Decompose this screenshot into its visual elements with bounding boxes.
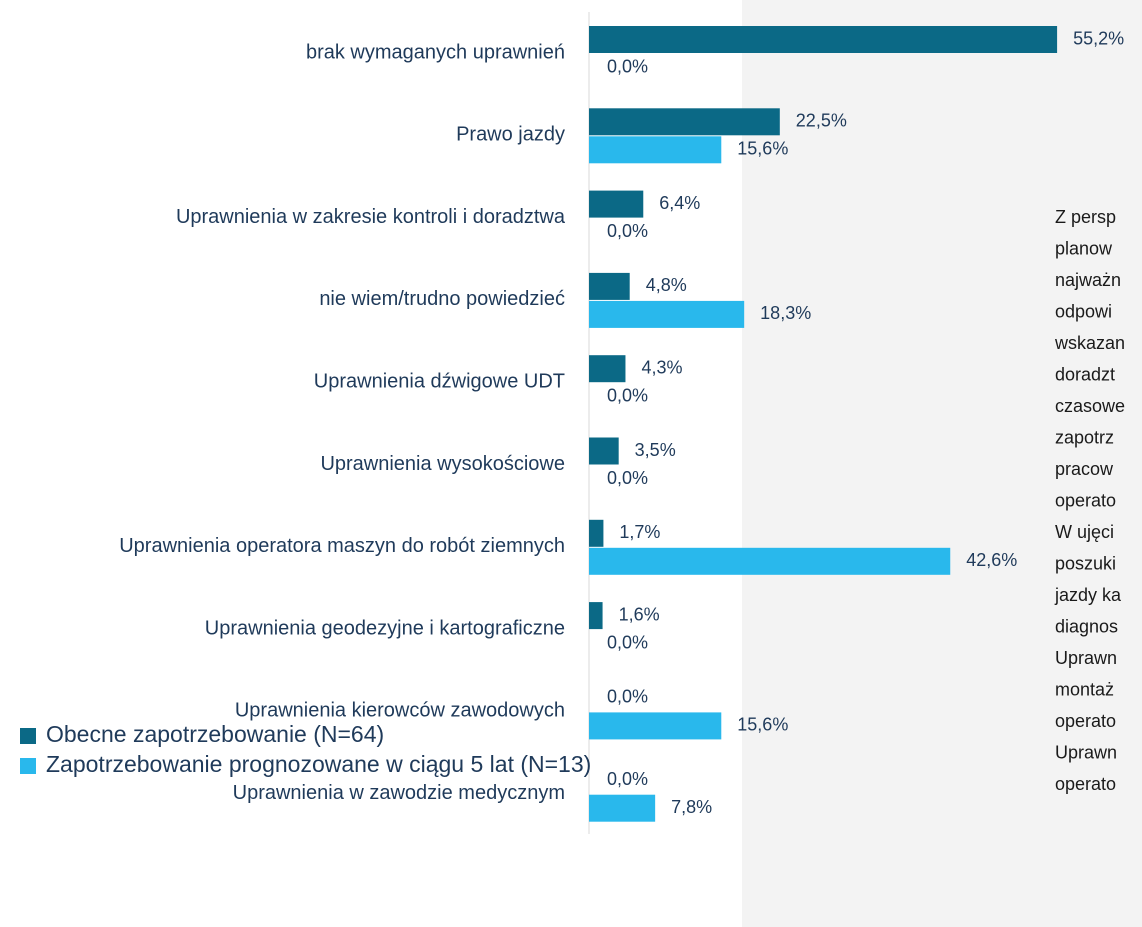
value-label: 7,8% (671, 797, 712, 817)
annotation-line: planow (1055, 238, 1113, 258)
annotation-line: zapotrz (1055, 427, 1114, 447)
category-label: Uprawnienia w zawodzie medycznym (233, 782, 565, 804)
value-label: 4,3% (641, 357, 682, 377)
bar (589, 300, 745, 328)
bar (589, 190, 644, 218)
annotation-line: najważn (1055, 270, 1121, 290)
value-label: 22,5% (796, 111, 847, 131)
annotation-line: operato (1055, 711, 1116, 731)
value-label: 3,5% (635, 440, 676, 460)
category-label: Uprawnienia geodezyjne i kartograficzne (205, 617, 565, 639)
category-label: Prawo jazdy (456, 124, 565, 146)
side-panel (742, 0, 1142, 927)
annotation-line: czasowe (1055, 396, 1125, 416)
category-label: Uprawnienia operatora maszyn do robót zi… (119, 535, 565, 557)
legend-swatch (20, 728, 36, 744)
category-label: Uprawnienia kierowców zawodowych (235, 700, 565, 722)
annotation-line: doradzt (1055, 364, 1115, 384)
value-label: 4,8% (646, 275, 687, 295)
bar (589, 108, 780, 136)
category-label: Uprawnienia w zakresie kontroli i doradz… (176, 206, 566, 228)
annotation-line: Uprawn (1055, 648, 1117, 668)
bar (589, 519, 604, 547)
value-label: 18,3% (760, 303, 811, 323)
annotation-line: operato (1055, 490, 1116, 510)
bar (589, 794, 656, 822)
bar (589, 136, 722, 164)
value-label: 0,0% (607, 632, 648, 652)
legend-label: Zapotrzebowanie prognozowane w ciągu 5 l… (46, 751, 591, 777)
value-label: 0,0% (607, 468, 648, 488)
bar (589, 547, 951, 575)
category-label: nie wiem/trudno powiedzieć (319, 288, 565, 310)
annotation-line: operato (1055, 774, 1116, 794)
annotation-line: poszuki (1055, 553, 1116, 573)
category-label: Uprawnienia wysokościowe (320, 453, 565, 475)
bar (589, 26, 1058, 53)
value-label: 15,6% (737, 139, 788, 159)
value-label: 55,2% (1073, 28, 1124, 48)
value-label: 1,6% (619, 604, 660, 624)
legend-label: Obecne zapotrzebowanie (N=64) (46, 721, 384, 747)
annotation-line: odpowi (1055, 301, 1112, 321)
category-label: Uprawnienia dźwigowe UDT (314, 370, 565, 392)
bar (589, 272, 630, 300)
value-label: 0,0% (607, 385, 648, 405)
annotation-line: pracow (1055, 459, 1114, 479)
bar (589, 712, 722, 740)
annotation-line: Uprawn (1055, 742, 1117, 762)
value-label: 0,0% (607, 687, 648, 707)
legend-swatch (20, 758, 36, 774)
annotation-line: wskazan (1054, 333, 1125, 353)
value-label: 0,0% (607, 769, 648, 789)
value-label: 0,0% (607, 221, 648, 241)
value-label: 0,0% (607, 56, 648, 76)
value-label: 6,4% (659, 193, 700, 213)
annotation-line: Z persp (1055, 207, 1116, 227)
value-label: 42,6% (966, 550, 1017, 570)
annotation-line: jazdy ka (1054, 585, 1122, 605)
annotation-line: montaż (1055, 679, 1114, 699)
value-label: 15,6% (737, 715, 788, 735)
category-label: brak wymaganych uprawnień (306, 41, 565, 63)
bar (589, 355, 626, 383)
annotation-line: diagnos (1055, 616, 1118, 636)
bar (589, 602, 603, 630)
value-label: 1,7% (619, 522, 660, 542)
bar (589, 437, 619, 465)
annotation-line: W ujęci (1055, 522, 1114, 542)
